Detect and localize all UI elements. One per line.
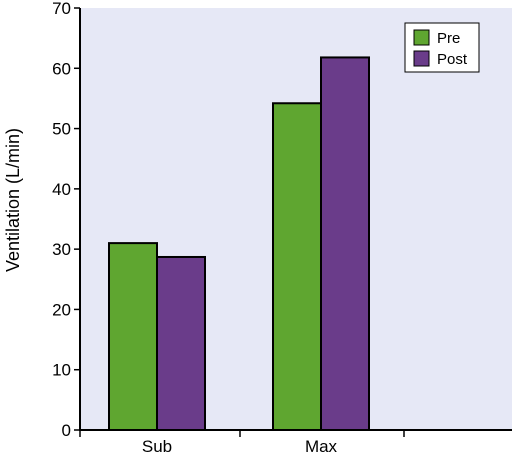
axes-layer <box>79 8 512 431</box>
legend: Pre Post <box>404 22 480 73</box>
bars-layer <box>108 56 370 432</box>
y-tick-label: 50 <box>52 120 71 139</box>
x-ticks-layer: Sub Max <box>79 430 405 456</box>
y-axis-title: Ventilation (L/min) <box>3 128 23 272</box>
y-tick-label: 60 <box>52 59 71 78</box>
bar-post-sub <box>156 255 206 432</box>
legend-label-post: Post <box>437 51 468 68</box>
y-tick-label: 40 <box>52 180 71 199</box>
x-tick-label-max: Max <box>305 437 338 456</box>
legend-swatch-pre <box>413 29 430 46</box>
y-tick-label: 10 <box>52 361 71 380</box>
bar-pre-max <box>272 102 322 431</box>
x-tick-label-sub: Sub <box>142 437 172 456</box>
bar-pre-sub <box>108 242 158 431</box>
y-tick-label: 0 <box>62 421 71 440</box>
y-ticks-layer: 0 10 20 30 40 50 60 70 <box>52 0 80 440</box>
y-tick-label: 20 <box>52 300 71 319</box>
y-tick-label: 30 <box>52 240 71 259</box>
y-tick-label: 70 <box>52 0 71 18</box>
legend-label-pre: Pre <box>437 30 460 47</box>
legend-swatch-post <box>413 50 430 67</box>
bar-post-max <box>320 56 370 431</box>
